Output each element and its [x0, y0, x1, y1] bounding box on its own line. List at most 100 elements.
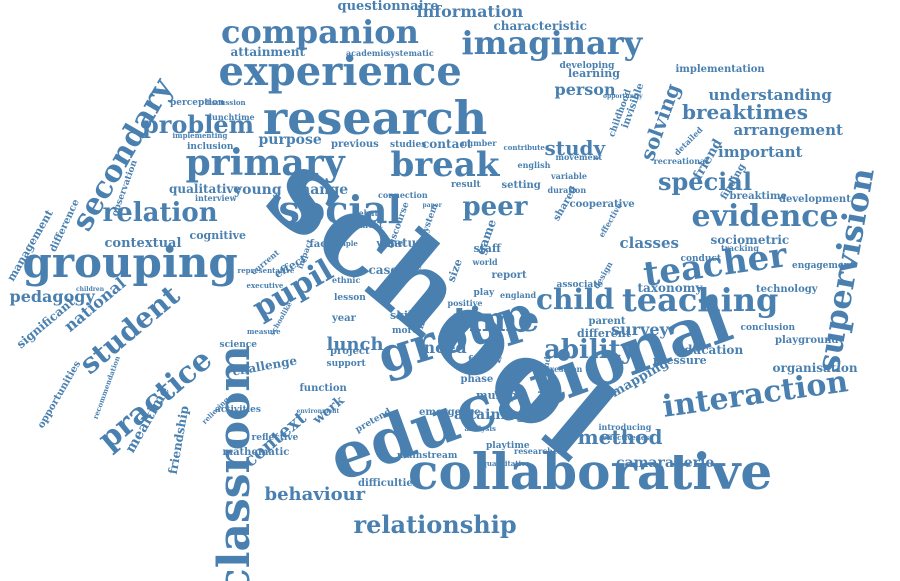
- cloud-word: positive: [447, 298, 483, 308]
- cloud-word: opportunities: [35, 359, 84, 431]
- cloud-word: skill: [390, 308, 417, 322]
- cloud-word: taxonomy: [637, 281, 703, 295]
- cloud-word: collaborative: [408, 442, 773, 501]
- cloud-word: special: [658, 167, 752, 196]
- cloud-word: questionnaire: [337, 0, 439, 14]
- cloud-word: introducing: [598, 422, 652, 432]
- cloud-word: grouping: [22, 238, 238, 287]
- cloud-word: value: [376, 238, 404, 249]
- cloud-word: contact: [422, 137, 473, 151]
- cloud-word: variable: [551, 171, 587, 181]
- cloud-word: quantitative: [482, 458, 530, 468]
- cloud-word: behaviour: [264, 484, 366, 505]
- cloud-word: systematic: [386, 48, 434, 58]
- cloud-word: phase: [460, 374, 494, 385]
- cloud-word: different: [577, 326, 631, 340]
- cloud-word: development: [779, 194, 851, 205]
- cloud-word: conclusion: [740, 322, 796, 333]
- cloud-word: reflective: [251, 432, 299, 443]
- cloud-word: pressure: [653, 353, 707, 367]
- cloud-word: evidence: [691, 199, 839, 234]
- cloud-word: developing: [559, 60, 615, 71]
- cloud-word: need: [423, 338, 467, 357]
- cloud-word: result: [451, 179, 481, 190]
- cloud-word: interview: [195, 193, 237, 203]
- cloud-word: sample: [330, 238, 358, 248]
- cloud-word: multiple: [476, 388, 528, 402]
- cloud-word: more: [392, 325, 418, 336]
- cloud-word: detailed: [671, 124, 705, 158]
- cloud-word: playtime: [486, 440, 530, 451]
- cloud-word: project: [330, 346, 370, 357]
- cloud-word: breaktime: [729, 191, 787, 202]
- cloud-word: learning: [568, 66, 620, 80]
- cloud-word: interaction: [659, 364, 850, 425]
- cloud-word: change: [291, 182, 349, 198]
- cloud-word: relationship: [353, 510, 517, 539]
- cloud-word: break: [390, 145, 500, 185]
- cloud-word: young: [234, 182, 282, 198]
- cloud-word: classes: [619, 233, 679, 252]
- cloud-word: sociometric: [710, 233, 790, 247]
- cloud-word: nature: [385, 236, 431, 250]
- cloud-word: follow: [468, 355, 502, 366]
- cloud-word: method: [577, 425, 663, 449]
- cloud-word: mainstream: [397, 450, 458, 461]
- cloud-word: friendship: [165, 404, 192, 476]
- cloud-word: year: [332, 313, 356, 324]
- cloud-word: inclusion: [187, 141, 234, 152]
- cloud-word: imaginary: [461, 24, 643, 62]
- cloud-word: statement: [337, 220, 383, 230]
- cloud-word: parent: [588, 316, 626, 327]
- cloud-word: perception: [170, 97, 225, 108]
- cloud-word: social: [278, 187, 402, 232]
- cloud-word: contribute: [503, 142, 545, 152]
- cloud-word: research: [263, 91, 488, 145]
- cloud-word: tracking: [721, 243, 759, 253]
- cloud-word: lunch: [326, 334, 384, 355]
- cloud-word: play: [473, 287, 495, 298]
- cloud-word: ability: [544, 335, 636, 365]
- cloud-word: discussion: [204, 97, 246, 107]
- cloud-word: children: [76, 286, 105, 293]
- cloud-word: environment: [296, 408, 340, 415]
- cloud-word: implementation: [675, 64, 765, 75]
- cloud-word: cognitive: [189, 228, 247, 242]
- cloud-word: measure: [247, 326, 281, 336]
- cloud-word: peer: [462, 192, 528, 222]
- cloud-word: lunchtime: [209, 112, 255, 122]
- cloud-word: function: [299, 383, 347, 394]
- cloud-word: number: [461, 138, 497, 148]
- cloud-word: engagement: [792, 260, 855, 271]
- cloud-word: science: [219, 339, 257, 350]
- cloud-word: contextual: [104, 235, 182, 251]
- cloud-word: analysis: [464, 423, 496, 433]
- cloud-word: opportunity: [603, 93, 643, 100]
- cloud-word: relation: [102, 198, 218, 228]
- cloud-word: experience: [218, 48, 462, 95]
- cloud-word: previous: [331, 139, 379, 150]
- cloud-word: understanding: [708, 85, 832, 104]
- cloud-word: aggression: [533, 364, 583, 374]
- cloud-word: implementing: [172, 130, 228, 140]
- cloud-word: debate: [353, 208, 384, 218]
- cloud-word: academic: [346, 48, 389, 58]
- cloud-word: problem: [142, 110, 254, 139]
- cloud-word: lesson: [334, 292, 366, 303]
- cloud-word: study: [544, 136, 606, 160]
- cloud-word: qualitative: [169, 182, 242, 196]
- cloud-word: emergence: [419, 407, 481, 418]
- cloud-word: studies: [390, 139, 427, 150]
- cloud-word: arrangement: [733, 120, 843, 139]
- cloud-word: important: [718, 142, 803, 161]
- cloud-word: staff: [473, 241, 501, 255]
- cloud-word: survey: [611, 320, 669, 339]
- cloud-word: movement: [555, 152, 603, 162]
- cloud-word: activities: [215, 404, 261, 415]
- cloud-word: paper: [422, 202, 442, 209]
- cloud-word: effectiveness: [602, 432, 654, 442]
- cloud-word: connection: [378, 190, 428, 200]
- cloud-word: information: [416, 2, 524, 21]
- cloud-word: education: [676, 343, 744, 357]
